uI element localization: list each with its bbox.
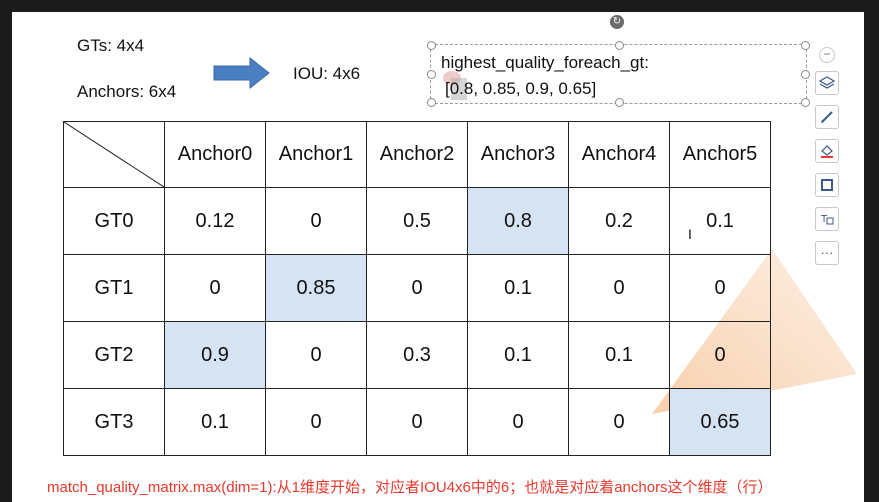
- column-header: Anchor2: [366, 121, 468, 188]
- resize-handle-icon[interactable]: [801, 98, 810, 107]
- iou-label: IOU: 4x6: [293, 64, 361, 83]
- table-cell: 0: [164, 254, 266, 322]
- text-style-icon[interactable]: T: [815, 207, 839, 231]
- highlighted-cell: 0.8: [467, 187, 569, 255]
- table-cell: 0: [265, 187, 367, 255]
- rotate-handle-icon[interactable]: ↻: [610, 15, 624, 29]
- more-icon[interactable]: ···: [815, 241, 839, 265]
- border-icon[interactable]: [815, 173, 839, 197]
- highest-quality-title: highest_quality_foreach_gt:: [441, 53, 649, 72]
- table-cell: 0.12: [164, 187, 266, 255]
- table-row: GT3 0.1 0 0 0 0 0.65: [63, 388, 771, 456]
- resize-handle-icon[interactable]: [801, 70, 810, 79]
- collapse-icon[interactable]: −: [819, 47, 835, 63]
- svg-text:T: T: [820, 214, 828, 225]
- highlighted-cell: 0.85: [265, 254, 367, 322]
- anchors-label: Anchors: 6x4: [77, 82, 177, 101]
- iou-matrix-table: Anchor0 Anchor1 Anchor2 Anchor3 Anchor4 …: [63, 121, 771, 456]
- highest-quality-values: [0.8, 0.85, 0.9, 0.65]: [445, 79, 597, 98]
- layers-icon[interactable]: [815, 71, 839, 95]
- column-header: Anchor4: [568, 121, 670, 188]
- resize-handle-icon[interactable]: [801, 41, 810, 50]
- fill-icon[interactable]: [815, 139, 839, 163]
- column-header: Anchor3: [467, 121, 569, 188]
- right-arrow-shape[interactable]: [212, 57, 272, 89]
- highlighted-cell: 0.9: [164, 321, 266, 389]
- row-header: GT3: [63, 388, 165, 456]
- table-row: GT2 0.9 0 0.3 0.1 0.1 0: [63, 321, 771, 389]
- table-cell: 0.1: [164, 388, 266, 456]
- table-cell: 0: [568, 388, 670, 456]
- table-cell: 0.1: [669, 187, 771, 255]
- text-selection: [451, 78, 467, 100]
- resize-handle-icon[interactable]: [615, 41, 624, 50]
- column-header: Anchor5: [669, 121, 771, 188]
- row-header: GT1: [63, 254, 165, 322]
- table-cell: 0: [366, 254, 468, 322]
- resize-handle-icon[interactable]: [427, 98, 436, 107]
- text-cursor-icon: I: [688, 226, 692, 242]
- row-header: GT0: [63, 187, 165, 255]
- table-cell: 0.2: [568, 187, 670, 255]
- resize-handle-icon[interactable]: [615, 98, 624, 107]
- table-cell: 0: [669, 254, 771, 322]
- corner-cell: [63, 121, 165, 188]
- highest-quality-textbox[interactable]: highest_quality_foreach_gt: [0.8, 0.85, …: [427, 41, 810, 107]
- highlighted-cell: 0.65: [669, 388, 771, 456]
- table-cell: 0: [265, 321, 367, 389]
- table-cell: 0.1: [467, 254, 569, 322]
- table-cell: 0.1: [568, 321, 670, 389]
- resize-handle-icon[interactable]: [427, 41, 436, 50]
- resize-handle-icon[interactable]: [427, 70, 436, 79]
- table-cell: 0: [669, 321, 771, 389]
- table-cell: 0: [568, 254, 670, 322]
- column-header: Anchor1: [265, 121, 367, 188]
- row-header: GT2: [63, 321, 165, 389]
- table-row: GT1 0 0.85 0 0.1 0 0: [63, 254, 771, 322]
- table-cell: 0.5: [366, 187, 468, 255]
- table-cell: 0: [265, 388, 367, 456]
- footnote-text: match_quality_matrix.max(dim=1):从1维度开始，对…: [47, 479, 773, 496]
- table-cell: 0.1: [467, 321, 569, 389]
- table-header-row: Anchor0 Anchor1 Anchor2 Anchor3 Anchor4 …: [63, 121, 771, 188]
- table-cell: 0: [366, 388, 468, 456]
- table-row: GT0 0.12 0 0.5 0.8 0.2 0.1: [63, 187, 771, 255]
- column-header: Anchor0: [164, 121, 266, 188]
- table-cell: 0.3: [366, 321, 468, 389]
- table-cell: 0: [467, 388, 569, 456]
- slide-canvas[interactable]: GTs: 4x4 Anchors: 6x4 IOU: 4x6 ↻ highest…: [12, 12, 864, 502]
- gts-label: GTs: 4x4: [77, 36, 145, 55]
- pen-icon[interactable]: [815, 105, 839, 129]
